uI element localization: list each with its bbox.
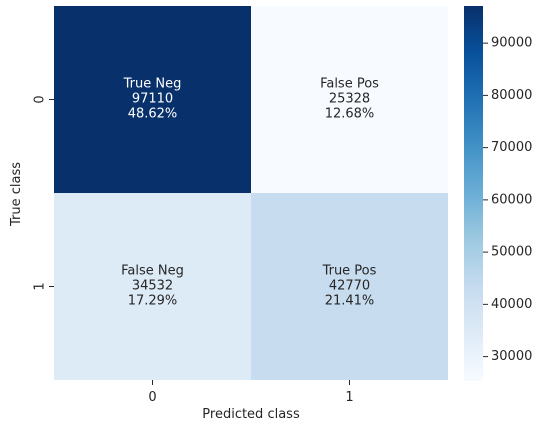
cell-label-1-1: True Pos [322,264,377,279]
heatmap-cell-1-1 [251,193,448,380]
heatmap-cells [54,6,448,380]
cell-label-0-1: False Pos [320,77,379,92]
heatmap-cell-1-0 [54,193,251,380]
colorbar-tick-label-40000: 40000 [491,297,532,312]
x-tick-label-0: 0 [148,390,156,405]
x-tick-label-1: 1 [345,390,353,405]
cell-percent-1-1: 21.41% [325,294,375,309]
cell-label-0-0: True Neg [123,77,182,92]
x-axis-label: Predicted class [202,407,300,422]
colorbar-tick-label-70000: 70000 [491,140,532,155]
cell-count-1-0: 34532 [132,279,173,294]
cell-percent-1-0: 17.29% [128,294,178,309]
colorbar-tick-label-60000: 60000 [491,192,532,207]
colorbar-tick-label-90000: 90000 [491,36,532,51]
cell-percent-0-1: 12.68% [325,107,375,122]
cell-label-1-0: False Neg [121,264,184,279]
y-axis-label: True class [9,162,24,227]
y-axis: 01 [33,95,54,291]
cell-count-0-1: 25328 [329,92,370,107]
colorbar-tick-label-30000: 30000 [491,349,532,364]
colorbar-tick-label-50000: 50000 [491,245,532,260]
cell-percent-0-0: 48.62% [128,107,178,122]
cell-count-1-1: 42770 [329,279,370,294]
colorbar-ticks: 30000 40000 50000 60000 70000 80000 90000 [483,36,532,364]
y-tick-label-0: 0 [33,95,48,103]
cell-count-0-0: 97110 [132,92,173,107]
colorbar [464,6,483,381]
colorbar-tick-label-80000: 80000 [491,88,532,103]
heatmap-cell-0-1 [251,6,448,193]
heatmap-cell-0-0 [54,6,251,193]
y-tick-label-1: 1 [33,282,48,290]
